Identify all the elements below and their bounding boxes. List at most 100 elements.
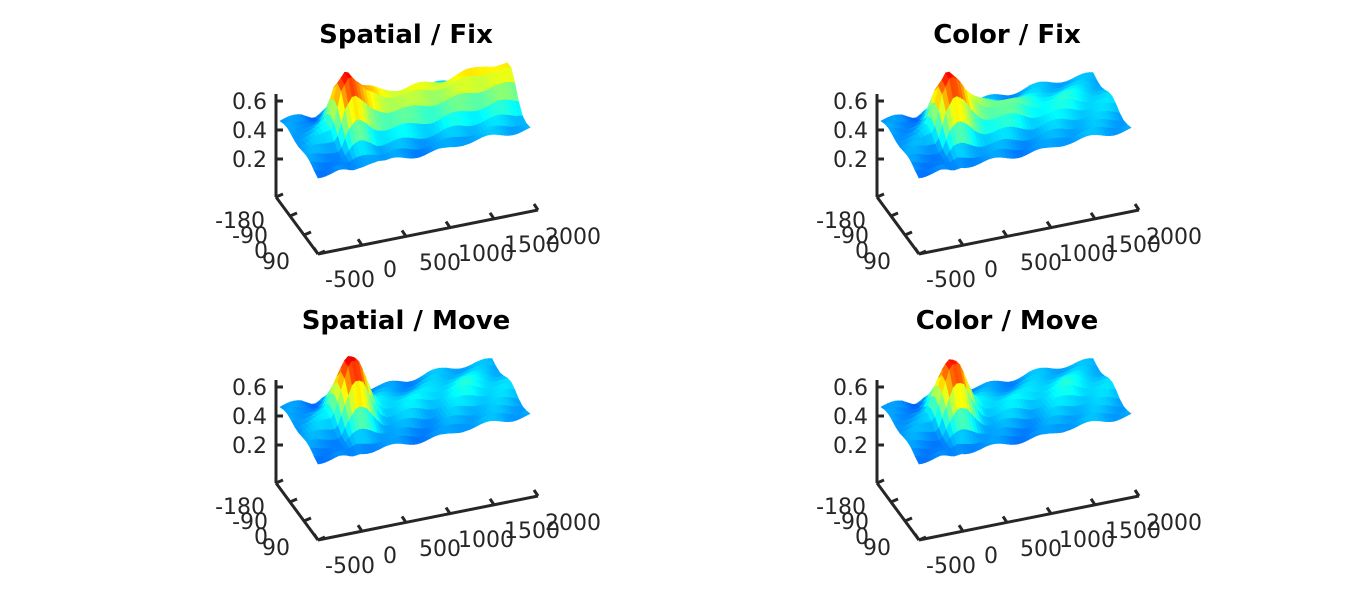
y-tick [876, 192, 885, 199]
y-tick [275, 478, 284, 485]
y-tick [303, 230, 312, 237]
y-tick [904, 516, 913, 523]
x-tick-label: 1500 [1105, 519, 1161, 544]
x-tick [488, 211, 496, 220]
x-tick [312, 533, 320, 541]
y-tick-label: 0 [855, 239, 869, 264]
x-tick [1045, 220, 1053, 229]
x-tick-label: 0 [984, 544, 998, 569]
x-tick [356, 524, 364, 533]
y-axis-line [274, 196, 320, 255]
z-tick-label: 0.6 [833, 376, 868, 401]
x-tick-label: 1500 [504, 519, 560, 544]
x-tick [1133, 203, 1141, 211]
z-tick-label: 0.2 [232, 148, 267, 173]
surface-patch [522, 410, 531, 416]
x-tick-label: -500 [325, 554, 375, 579]
y-tick-label: 90 [262, 250, 290, 275]
y-tick-label: -90 [232, 224, 268, 249]
x-tick-label: -500 [926, 268, 976, 293]
x-tick [913, 247, 921, 255]
x-tick-label: 2000 [545, 511, 601, 536]
z-tick-label: 0.2 [232, 434, 267, 459]
x-tick-label: 1000 [1059, 528, 1115, 553]
x-tick-label: -500 [926, 554, 976, 579]
subplot-color-fix: Color / Fix 0.2 0.4 0.6 -180 -90 0 90 -500 0 500 10… [711, 10, 1311, 300]
y-tick [317, 535, 326, 542]
z-tick-label: 0.6 [232, 376, 267, 401]
x-tick [1133, 489, 1141, 497]
x-tick [1045, 506, 1053, 515]
surface-patch [1123, 124, 1132, 130]
z-tick-label: 0.6 [833, 90, 868, 115]
surface-mesh [880, 71, 1132, 179]
y-tick-label: -90 [833, 224, 869, 249]
x-tick-label: 500 [1020, 251, 1062, 276]
x-axis-line [317, 208, 539, 256]
y-tick [904, 230, 913, 237]
x-tick-label: 0 [383, 544, 397, 569]
surface-mesh [279, 356, 531, 465]
y-tick-label: 0 [855, 525, 869, 550]
y-tick-label: 90 [863, 536, 891, 561]
y-tick [275, 192, 284, 199]
subplot-spatial-move: Spatial / Move 0.2 0.4 0.6 -180 -90 0 90 -500 0 50… [110, 296, 710, 586]
x-tick-label: 2000 [1146, 511, 1202, 536]
y-tick [890, 497, 899, 504]
surface-mesh [279, 62, 531, 179]
x-tick-label: 1000 [1059, 242, 1115, 267]
y-tick-label: 90 [863, 250, 891, 275]
x-tick-label: 0 [984, 258, 998, 283]
y-tick-label: -90 [232, 510, 268, 535]
z-tick-label: 0.2 [833, 434, 868, 459]
z-tick-label: 0.4 [232, 119, 267, 144]
chart-title: Spatial / Move [302, 306, 511, 336]
y-tick [890, 211, 899, 218]
x-tick [312, 247, 320, 255]
surface-patch [522, 122, 531, 130]
x-tick [532, 203, 540, 211]
y-tick-label: 0 [254, 239, 268, 264]
x-axis-line [317, 494, 539, 542]
x-tick [1089, 211, 1097, 220]
x-tick-label: 500 [419, 251, 461, 276]
y-tick-label: -90 [833, 510, 869, 535]
y-tick [317, 249, 326, 256]
x-axis-line [918, 494, 1140, 542]
x-tick-label: 1000 [458, 528, 514, 553]
chart-title: Color / Move [916, 306, 1098, 336]
x-tick-label: 500 [1020, 537, 1062, 562]
x-tick-label: 0 [383, 258, 397, 283]
y-tick [918, 535, 927, 542]
z-tick-label: 0.2 [833, 148, 868, 173]
x-tick [444, 220, 452, 229]
x-tick [957, 524, 965, 533]
y-tick-label: -180 [215, 209, 265, 234]
x-tick-label: -500 [325, 268, 375, 293]
z-tick-label: 0.4 [833, 405, 868, 430]
y-tick-label: 90 [262, 536, 290, 561]
x-tick [444, 506, 452, 515]
surface-mesh [880, 358, 1132, 465]
y-axis-line [274, 482, 320, 541]
subplot-color-move: Color / Move 0.2 0.4 0.6 -180 -90 0 90 -500 0 500 1… [711, 296, 1311, 586]
y-tick-label: -180 [816, 209, 866, 234]
x-tick [1001, 229, 1009, 238]
y-axis-line [875, 482, 921, 541]
subplot-spatial-fix: Spatial / Fix 0.2 0.4 0.6 -180 -90 0 90 -500 0 500… [110, 10, 710, 300]
y-tick [289, 497, 298, 504]
y-tick [876, 478, 885, 485]
x-axis-line [918, 208, 1140, 256]
x-tick [400, 229, 408, 238]
x-tick [356, 238, 364, 247]
x-tick [1089, 497, 1097, 506]
x-tick-label: 2000 [545, 225, 601, 250]
y-tick [303, 516, 312, 523]
